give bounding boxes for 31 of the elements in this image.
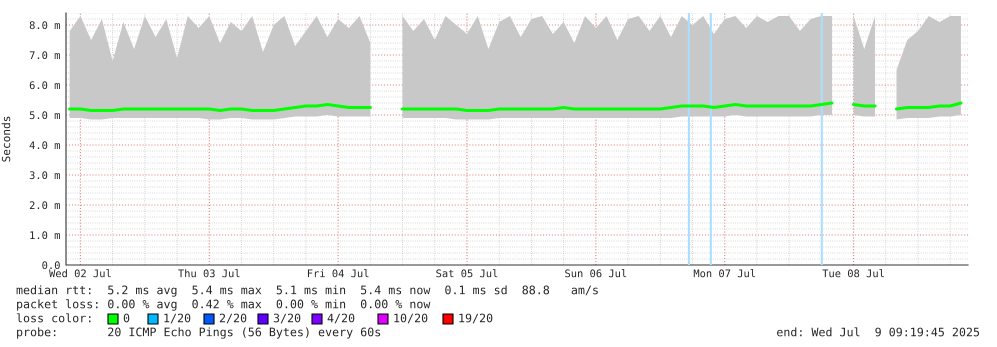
text: 3/20 [274,314,300,324]
y-tick-label: 6.0 m [30,81,60,90]
x-tick-label: Tue 08 Jul [822,269,884,278]
y-tick-label: 8.0 m [30,21,60,30]
y-tick-label: 1.0 m [30,231,60,240]
text: packet loss: 0.00 % avg 0.42 % max 0.00 % min 0.00 % now [17,299,430,311]
x-tick-label: Thu 03 Jul [178,269,240,278]
y-tick-label: 7.0 m [30,51,60,60]
text: end: Wed Jul 9 09:19:45 2025 [777,327,980,336]
x-tick-label: Wed 02 Jul [49,269,111,278]
line-series [68,102,372,112]
y-tick-label: 2.0 m [30,201,60,210]
line-series [401,101,834,112]
text: 10/20 [394,314,428,324]
text: loss color: [16,313,90,322]
y-tick-label: 5.0 m [30,111,60,120]
text: 0 [124,314,130,322]
text: 19/20 [459,314,492,324]
text: probe: 20 ICMP Echo Pings (56 Bytes) every 60s [17,327,380,339]
text: 4/20 [328,314,354,324]
text: 2/20 [220,314,246,324]
y-axis-title: Seconds [2,116,10,162]
text: 1/20 [164,314,190,324]
x-tick-label: Sun 06 Jul [565,269,626,278]
y-tick-label: 3.0 m [30,171,60,180]
x-tick-label: Mon 07 Jul [694,269,756,278]
y-tick-label: 0.0 [42,261,60,270]
y-tick-label: 4.0 m [30,141,60,150]
x-tick-label: Sat 05 Jul [436,269,498,278]
x-tick-label: Fri 04 Jul [308,269,368,278]
text: median rtt: 5.2 ms avg 5.4 ms max 5.1 ms min 5.4 ms now 0.1 ms sd 88.8 am/s [16,285,598,297]
